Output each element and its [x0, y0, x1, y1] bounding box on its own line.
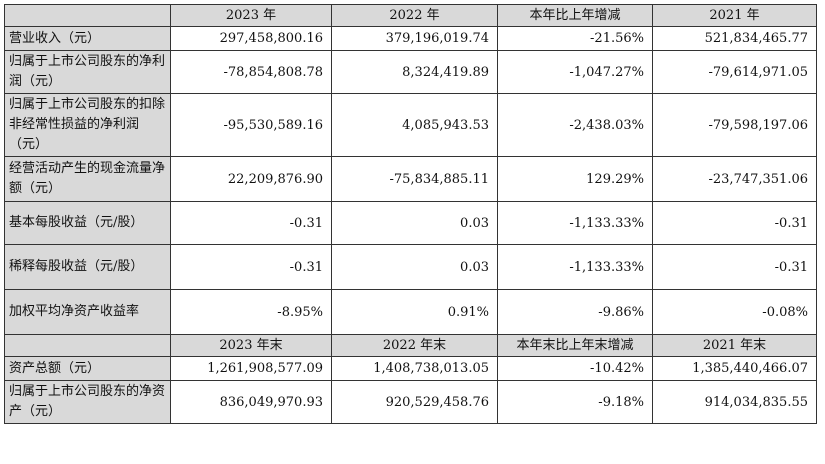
header-cell-2023: 2023 年 — [170, 4, 332, 27]
cell-2023: -8.95% — [170, 289, 332, 335]
cell-2021: -0.31 — [652, 201, 817, 245]
row-label: 归属于上市公司股东的扣除非经常性损益的净利润（元） — [4, 93, 171, 157]
row-label: 稀释每股收益（元/股） — [4, 244, 171, 290]
table-row-net-profit-deducted: 归属于上市公司股东的扣除非经常性损益的净利润（元） -95,530,589.16… — [4, 93, 817, 157]
row-label: 经营活动产生的现金流量净额（元） — [4, 156, 171, 202]
table-row-total-assets: 资产总额（元） 1,261,908,577.09 1,408,738,013.0… — [4, 356, 817, 381]
cell-change: -2,438.03% — [497, 93, 653, 157]
header-cell-2021-end: 2021 年末 — [652, 334, 817, 357]
header-cell-empty — [4, 4, 171, 27]
cell-change: -1,133.33% — [497, 201, 653, 245]
row-label: 加权平均净资产收益率 — [4, 289, 171, 335]
table-row-weighted-roe: 加权平均净资产收益率 -8.95% 0.91% -9.86% -0.08% — [4, 289, 817, 335]
header-cell-2023-end: 2023 年末 — [170, 334, 332, 357]
cell-2022-end: 1,408,738,013.05 — [331, 356, 498, 381]
header-cell-2021: 2021 年 — [652, 4, 817, 27]
cell-2023: 22,209,876.90 — [170, 156, 332, 202]
cell-change: -21.56% — [497, 26, 653, 51]
cell-2023: -0.31 — [170, 201, 332, 245]
cell-2021-end: 914,034,835.55 — [652, 380, 817, 424]
row-label: 基本每股收益（元/股） — [4, 201, 171, 245]
cell-2021: -0.08% — [652, 289, 817, 335]
table-row-net-profit: 归属于上市公司股东的净利润（元） -78,854,808.78 8,324,41… — [4, 50, 817, 94]
cell-2021: -79,614,971.05 — [652, 50, 817, 94]
cell-change-end: -9.18% — [497, 380, 653, 424]
cell-2022: 379,196,019.74 — [331, 26, 498, 51]
cell-2022: -75,834,885.11 — [331, 156, 498, 202]
table-row-revenue: 营业收入（元） 297,458,800.16 379,196,019.74 -2… — [4, 26, 817, 51]
cell-change: -1,047.27% — [497, 50, 653, 94]
table-row-operating-cash-flow: 经营活动产生的现金流量净额（元） 22,209,876.90 -75,834,8… — [4, 156, 817, 202]
table-row-diluted-eps: 稀释每股收益（元/股） -0.31 0.03 -1,133.33% -0.31 — [4, 244, 817, 290]
cell-change-end: -10.42% — [497, 356, 653, 381]
cell-2023: -0.31 — [170, 244, 332, 290]
row-label: 资产总额（元） — [4, 356, 171, 381]
cell-change: -1,133.33% — [497, 244, 653, 290]
cell-2022: 0.03 — [331, 201, 498, 245]
cell-2021: -0.31 — [652, 244, 817, 290]
cell-2022: 4,085,943.53 — [331, 93, 498, 157]
cell-2023: 297,458,800.16 — [170, 26, 332, 51]
cell-2021-end: 1,385,440,466.07 — [652, 356, 817, 381]
header-cell-change: 本年比上年增减 — [497, 4, 653, 27]
cell-2022: 0.03 — [331, 244, 498, 290]
cell-2021: -79,598,197.06 — [652, 93, 817, 157]
cell-2022: 0.91% — [331, 289, 498, 335]
financial-summary-table: 2023 年 2022 年 本年比上年增减 2021 年 营业收入（元） 297… — [4, 4, 817, 424]
cell-2022-end: 920,529,458.76 — [331, 380, 498, 424]
header-cell-2022-end: 2022 年末 — [331, 334, 498, 357]
cell-change: -9.86% — [497, 289, 653, 335]
cell-2023: -95,530,589.16 — [170, 93, 332, 157]
row-label: 归属于上市公司股东的净资产（元） — [4, 380, 171, 424]
cell-2021: 521,834,465.77 — [652, 26, 817, 51]
header-cell-empty — [4, 334, 171, 357]
table-row-basic-eps: 基本每股收益（元/股） -0.31 0.03 -1,133.33% -0.31 — [4, 201, 817, 245]
header-cell-2022: 2022 年 — [331, 4, 498, 27]
cell-change: 129.29% — [497, 156, 653, 202]
table-row-net-assets: 归属于上市公司股东的净资产（元） 836,049,970.93 920,529,… — [4, 380, 817, 424]
cell-2023-end: 836,049,970.93 — [170, 380, 332, 424]
row-label: 营业收入（元） — [4, 26, 171, 51]
row-label: 归属于上市公司股东的净利润（元） — [4, 50, 171, 94]
cell-2023: -78,854,808.78 — [170, 50, 332, 94]
cell-2023-end: 1,261,908,577.09 — [170, 356, 332, 381]
header-row-annual: 2023 年 2022 年 本年比上年增减 2021 年 — [4, 4, 817, 27]
cell-2021: -23,747,351.06 — [652, 156, 817, 202]
header-cell-change-end: 本年末比上年末增减 — [497, 334, 653, 357]
cell-2022: 8,324,419.89 — [331, 50, 498, 94]
header-row-year-end: 2023 年末 2022 年末 本年末比上年末增减 2021 年末 — [4, 334, 817, 357]
